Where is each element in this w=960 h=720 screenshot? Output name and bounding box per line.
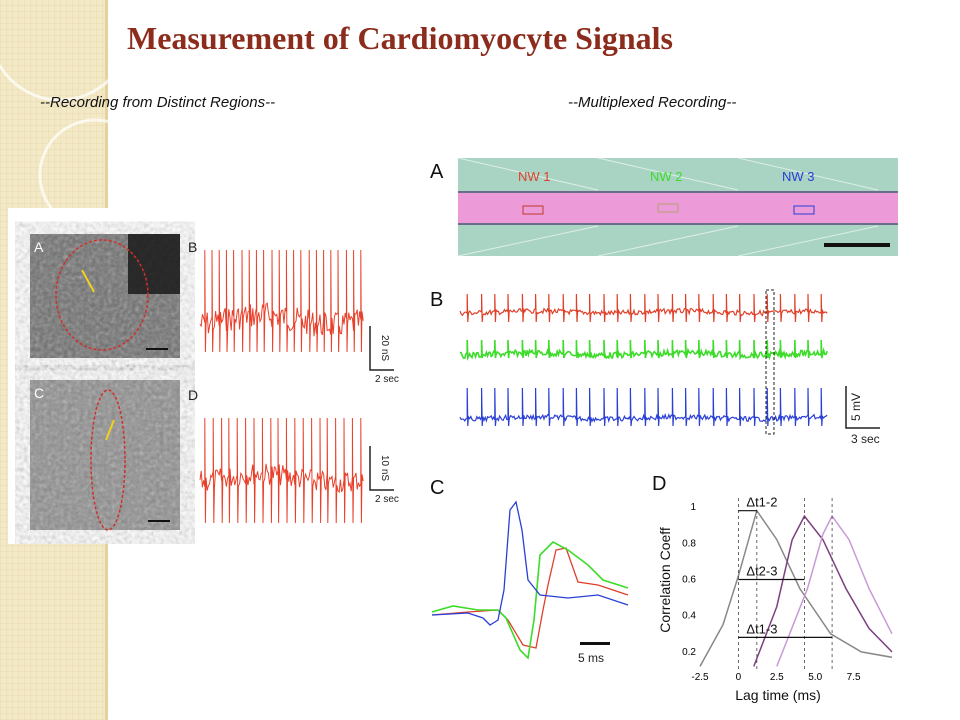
scale-b-x: 2 sec [375,374,399,385]
scale-bar-b-right [845,386,880,429]
delta-t-label-2: Δt2-3 [746,563,777,578]
x-tick-label: 7.5 [847,672,861,683]
correlation-series-3 [776,514,893,667]
scale-bar-c [580,642,610,645]
slide-title: Measurement of Cardiomyocyte Signals [127,20,673,56]
right-subheading: --Multiplexed Recording-- [568,94,737,111]
trace-nw1 [459,293,828,323]
scale-bar-d [369,446,394,491]
panel-d-chart: D Correlation Coeff Lag time (ms) -2.5 0 2… [652,473,893,703]
y-tick-label: 0.4 [682,611,696,622]
trace-b [199,249,364,353]
overlay-trace-red [431,547,629,649]
y-tick-label: 0.8 [682,538,696,549]
panel-b: B 5 mV 3 sec [430,289,880,446]
scale-c-label: 5 ms [578,651,604,665]
scale-bar-a [824,243,890,247]
delta-t-label-3: Δt1-3 [746,621,777,636]
panel-a: A NW 1 NW 2 NW 3 [430,157,898,257]
panel-a-label: A [430,161,444,183]
x-axis-label: Lag time (ms) [735,687,821,703]
label-d: D [188,387,198,403]
panel-c: C 5 ms [430,477,629,665]
scale-bar-b [369,326,394,371]
trace-d [199,417,364,524]
overlay-trace-blue [431,500,629,626]
x-tick-label: 5.0 [808,672,822,683]
trace-nw2 [459,339,828,361]
overlay-trace-green [431,541,629,660]
scale-d-y: 10 nS [379,455,390,481]
x-tick-label: 2.5 [770,672,784,683]
panel-d-label: D [652,473,666,495]
scale-b-right-x: 3 sec [851,432,880,446]
y-tick-label: 1 [690,502,696,513]
time-window-box [765,289,775,435]
panel-c-label: C [430,477,444,499]
correlation-series-2 [753,514,893,667]
correlation-series-1 [699,508,893,667]
y-tick-label: 0.2 [682,647,696,658]
left-figure: A C B D 20 nS 2 sec 10 nS 2 sec [8,208,408,544]
scale-b-y: 20 nS [379,335,390,361]
micrograph-a [30,234,180,358]
label-c: C [34,385,44,401]
scale-b-right-y: 5 mV [849,393,863,421]
delta-t-label-1: Δt1-2 [746,495,777,510]
x-tick-label: -2.5 [691,672,709,683]
panel-b-label: B [430,289,443,311]
micrograph-c [30,380,180,531]
label-b: B [188,239,197,255]
nw3-label: NW 3 [782,169,815,184]
trace-nw3 [459,387,828,427]
left-subheading: --Recording from Distinct Regions-- [40,94,276,111]
y-axis-label: Correlation Coeff [657,527,673,633]
y-tick-label: 0.6 [682,574,696,585]
x-tick-label: 0 [736,672,742,683]
nw1-label: NW 1 [518,169,551,184]
label-a: A [34,239,44,255]
nw2-label: NW 2 [650,169,683,184]
scale-d-x: 2 sec [375,494,399,505]
